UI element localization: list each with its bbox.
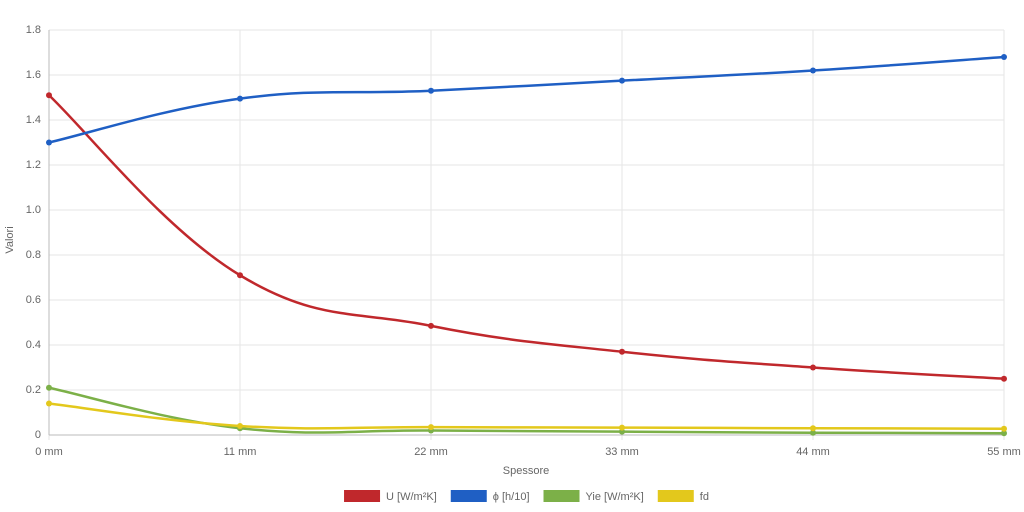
y-tick-label: 1.0 [26, 204, 41, 216]
legend-label: Yie [W/m²K] [586, 491, 644, 503]
data-point [46, 139, 52, 146]
data-point [1001, 425, 1007, 432]
x-axis-label: Spessore [503, 465, 549, 477]
data-point [237, 423, 243, 429]
data-point [46, 400, 52, 407]
legend-swatch [450, 490, 487, 502]
y-tick-label: 0.6 [26, 294, 41, 306]
y-tick-label: 0.4 [26, 339, 41, 351]
data-point [1001, 54, 1007, 60]
data-point [810, 364, 816, 371]
y-axis-label: Valori [4, 226, 16, 253]
y-tick-label: 1.2 [26, 159, 41, 171]
legend-swatch [657, 490, 694, 502]
y-tick-label: 0.8 [26, 249, 41, 261]
x-tick-label: 11 mm [224, 446, 257, 458]
x-tick-label: 22 mm [414, 446, 448, 458]
legend: U [W/m²K] ϕ [h/10] Yie [W/m²K] fd [344, 490, 709, 503]
series-line [48, 55, 1005, 144]
data-point [237, 95, 243, 102]
data-point [428, 87, 434, 94]
data-point [810, 429, 816, 436]
x-tick-label: 44 mm [796, 446, 830, 458]
legend-label: ϕ [h/10] [493, 491, 530, 503]
x-tick-label: 55 mm [987, 446, 1021, 458]
data-point [428, 322, 434, 329]
legend-swatch [344, 490, 381, 502]
y-tick-label: 1.8 [26, 24, 41, 36]
data-point [810, 67, 816, 74]
data-point [46, 384, 52, 391]
data-point [1001, 430, 1007, 437]
data-point [46, 92, 52, 99]
y-tick-label: 1.6 [26, 69, 41, 81]
data-point [619, 77, 625, 84]
data-point [237, 272, 243, 279]
data-point [619, 424, 625, 431]
data-point [810, 425, 816, 432]
y-tick-label: 0.2 [26, 384, 41, 396]
y-tick-label: 1.4 [26, 114, 41, 126]
data-point [1001, 375, 1007, 382]
data-point [428, 424, 434, 431]
data-point [619, 348, 625, 355]
series-line [48, 94, 1005, 380]
series-line [48, 402, 1005, 430]
y-tick-label: 0 [35, 429, 41, 441]
legend-label: U [W/m²K] [386, 491, 437, 503]
x-tick-label: 0 mm [35, 446, 63, 458]
x-tick-label: 33 mm [605, 446, 639, 458]
legend-swatch [543, 490, 580, 502]
legend-label: fd [700, 491, 709, 503]
